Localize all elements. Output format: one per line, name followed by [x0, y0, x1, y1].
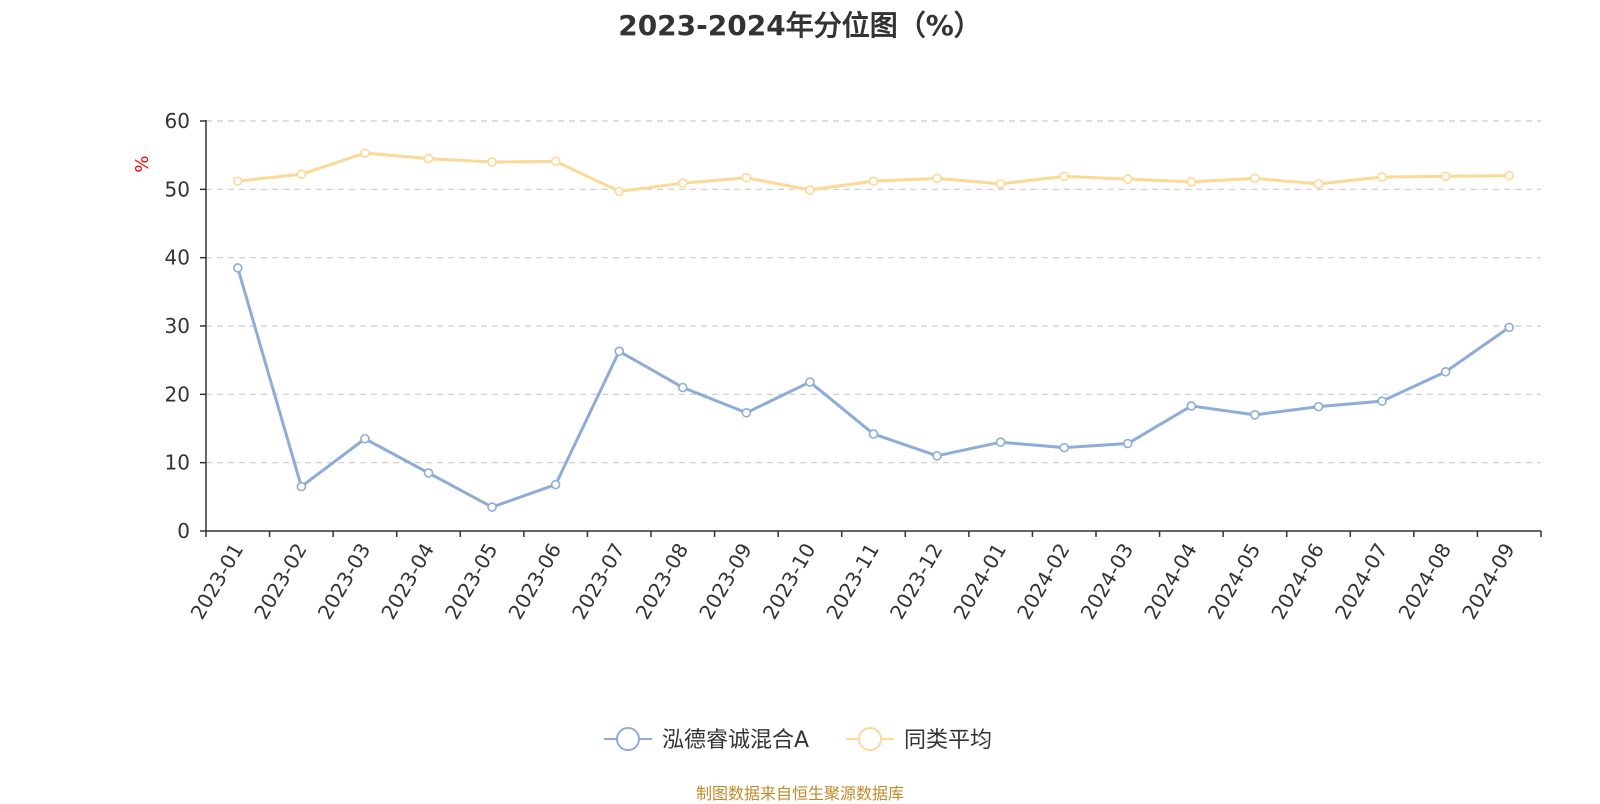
series-1-point: [1186, 401, 1197, 411]
y-tick-label: 50: [165, 177, 190, 201]
series-1-point: [1122, 438, 1133, 449]
series-2-point: [805, 185, 815, 195]
chart-title: 2023-2024年分位图（%）: [618, 9, 982, 42]
x-tick-label: 2024-02: [1012, 539, 1075, 623]
x-tick-label: 2023-05: [440, 539, 503, 623]
legend[interactable]: 泓德睿诚混合A 同类平均: [604, 727, 992, 753]
source-note: 制图数据来自恒生聚源数据库: [695, 784, 904, 803]
x-tick-label: 2023-09: [694, 539, 757, 623]
y-axis-label: %: [132, 155, 153, 172]
x-tick-label: 2024-01: [948, 539, 1011, 623]
series-1-point: [550, 479, 561, 490]
series-2-point: [1250, 173, 1260, 184]
x-tick-label: 2023-03: [313, 539, 376, 623]
series-1-point: [868, 429, 879, 439]
series-1-point: [360, 433, 370, 444]
x-tick-label: 2023-07: [567, 539, 630, 623]
x-tick-label: 2023-02: [249, 539, 312, 623]
series-2-point: [677, 178, 688, 188]
x-tick-label: 2023-01: [186, 539, 249, 623]
series-1-point: [487, 502, 497, 512]
series-2-point: [1186, 177, 1197, 187]
series-1-point: [1313, 401, 1324, 412]
x-tick-label: 2024-03: [1076, 539, 1139, 623]
series-2-point: [1504, 170, 1515, 181]
series-1-point: [423, 468, 434, 478]
series-layer: [232, 148, 1515, 512]
series-2-point: [741, 172, 752, 183]
y-tick-label: 10: [165, 451, 190, 475]
series-2: [232, 148, 1515, 197]
series-2-point: [614, 186, 625, 197]
series-2-point: [360, 148, 370, 158]
x-tick-label: 2024-05: [1203, 539, 1266, 623]
series-1-point: [995, 437, 1006, 447]
x-tick-label: 2024-08: [1393, 539, 1456, 623]
series-1-point: [296, 481, 307, 492]
x-tick-label: 2023-06: [503, 539, 566, 623]
series-2-point: [932, 173, 942, 184]
series-2-point: [1377, 172, 1387, 182]
series-1-point: [232, 263, 243, 273]
y-tick-label: 30: [165, 314, 190, 338]
series-2-point: [232, 176, 243, 186]
series-1-point: [932, 451, 942, 461]
y-tick-label: 60: [165, 109, 190, 133]
x-tick-label: 2023-04: [376, 539, 439, 623]
series-2-point: [296, 169, 307, 180]
series-2-point: [995, 179, 1006, 189]
y-tick-label: 0: [177, 519, 190, 543]
series-1-point: [805, 377, 815, 387]
x-tick-label: 2024-07: [1330, 539, 1393, 623]
series-1-point: [1059, 442, 1070, 453]
x-tick-label: 2024-09: [1457, 539, 1520, 623]
series-1-point: [1504, 322, 1515, 333]
grid-lines: [206, 120, 1541, 464]
legend-1-label: 泓德睿诚混合A: [662, 728, 809, 753]
x-tick-label: 2023-12: [885, 539, 948, 623]
legend-item-2[interactable]: 同类平均: [846, 727, 992, 753]
series-2-point: [423, 153, 434, 164]
y-tick-label: 40: [165, 246, 190, 270]
legend-item-1[interactable]: 泓德睿诚混合A: [604, 727, 809, 753]
y-tick-label: 20: [165, 382, 190, 406]
series-2-point: [1122, 174, 1133, 184]
x-tick-label: 2023-08: [631, 539, 694, 623]
series-2-point: [1440, 171, 1451, 182]
series-1-point: [1250, 410, 1260, 420]
legend-2-label: 同类平均: [904, 728, 992, 753]
x-tick-label: 2024-06: [1266, 539, 1329, 623]
legend-2-marker: [858, 727, 882, 751]
series-2-point: [487, 157, 497, 167]
x-tick-label: 2023-11: [821, 539, 884, 623]
legend-1-marker: [616, 727, 640, 751]
series-2-point: [550, 156, 561, 167]
x-tick-label: 2023-10: [758, 539, 821, 623]
series-1-point: [677, 382, 688, 393]
series-1-point: [741, 407, 752, 418]
series-1-point: [1377, 396, 1387, 406]
series-1-point: [1440, 366, 1451, 377]
series-1: [232, 263, 1515, 512]
x-tick-label: 2024-04: [1139, 539, 1202, 623]
series-2-point: [1313, 179, 1324, 189]
series-2-point: [1059, 171, 1070, 182]
series-2-point: [868, 176, 879, 186]
series-1-point: [614, 346, 625, 357]
